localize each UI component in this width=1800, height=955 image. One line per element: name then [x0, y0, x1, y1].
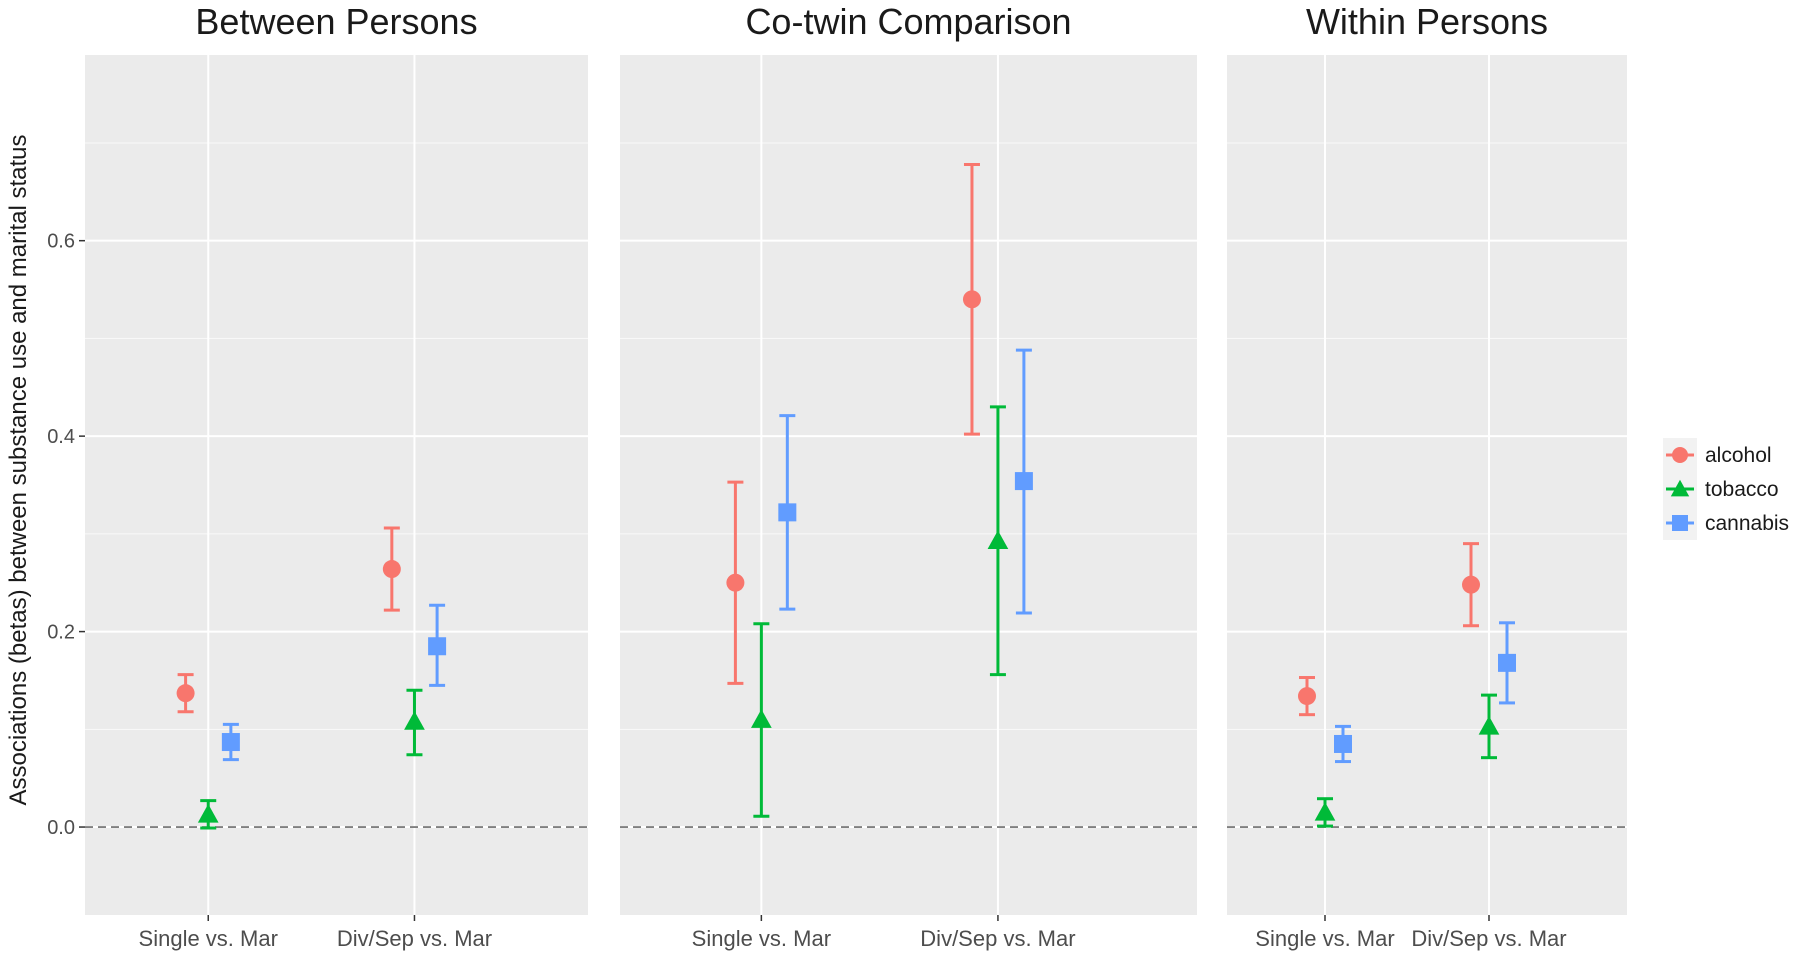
point-range-tobacco: [987, 405, 1009, 677]
point-range-alcohol: [176, 673, 195, 714]
panel-title: Between Persons: [195, 1, 477, 42]
point-range-alcohol: [726, 480, 745, 685]
point-range-cannabis: [1334, 724, 1352, 764]
y-tick-label: 0.2: [47, 622, 75, 644]
legend-entry-cannabis: cannabis: [1663, 506, 1789, 540]
point-tobacco: [404, 711, 425, 730]
legend: alcohol tobacco cannabis: [1663, 438, 1789, 540]
point-range-tobacco: [1314, 797, 1336, 828]
x-tick-label: Single vs. Mar: [692, 926, 831, 951]
point-cannabis: [1334, 734, 1352, 753]
point-range-cannabis: [1498, 621, 1516, 705]
x-tick-label: Single vs. Mar: [1255, 926, 1394, 951]
legend-entry-tobacco: tobacco: [1663, 472, 1779, 506]
point-range-cannabis: [428, 603, 447, 687]
point-range-tobacco: [751, 622, 772, 818]
point-cannabis: [1498, 653, 1516, 672]
legend-marker-alcohol: [1672, 447, 1688, 463]
legend-label: tobacco: [1705, 478, 1779, 501]
panel-background: [1227, 55, 1627, 915]
panel-background: [620, 55, 1197, 915]
point-alcohol: [382, 560, 401, 579]
legend-label: alcohol: [1705, 444, 1772, 467]
panel-title: Within Persons: [1306, 1, 1548, 42]
point-alcohol: [962, 290, 981, 309]
point-alcohol: [1462, 575, 1480, 594]
panel-co-twin-comparison: Co-twin Comparison Single vs. Mar Div/Sep …: [620, 1, 1197, 951]
y-tick-label: 0.0: [47, 817, 75, 839]
point-range-cannabis: [778, 414, 797, 611]
legend-marker-cannabis: [1672, 515, 1688, 531]
point-range-alcohol: [1298, 676, 1316, 717]
point-range-alcohol: [962, 162, 981, 436]
x-tick-label: Div/Sep vs. Mar: [1411, 926, 1566, 951]
point-range-tobacco: [404, 688, 425, 757]
point-tobacco: [751, 709, 772, 728]
panel-title: Co-twin Comparison: [745, 1, 1071, 42]
point-cannabis: [221, 733, 240, 752]
point-tobacco: [1314, 802, 1336, 821]
legend-label: cannabis: [1705, 512, 1789, 535]
x-tick-label: Single vs. Mar: [139, 926, 278, 951]
legend-entry-alcohol: alcohol: [1663, 438, 1772, 472]
y-tick-label: 0.6: [47, 231, 75, 253]
point-cannabis: [1014, 472, 1033, 491]
point-cannabis: [778, 503, 797, 522]
point-tobacco: [987, 530, 1009, 549]
point-range-tobacco: [197, 799, 219, 830]
facet-panels: Between Persons Single vs. Mar Div/Sep vs.…: [47, 1, 1627, 951]
y-tick-label: 0.4: [47, 426, 75, 448]
x-tick-label: Div/Sep vs. Mar: [337, 926, 492, 951]
point-alcohol: [726, 573, 745, 592]
point-tobacco: [1478, 716, 1500, 735]
point-cannabis: [428, 637, 447, 656]
y-axis: 0.0 0.2 0.4 0.6: [47, 231, 85, 839]
point-range-alcohol: [1462, 542, 1480, 628]
point-range-cannabis: [1014, 348, 1033, 615]
point-range-tobacco: [1478, 693, 1500, 760]
point-range-cannabis: [221, 722, 240, 762]
x-tick-label: Div/Sep vs. Mar: [920, 926, 1075, 951]
panel-background: [85, 55, 588, 915]
point-alcohol: [1298, 687, 1316, 706]
legend-marker-tobacco: [1670, 479, 1690, 497]
point-tobacco: [197, 803, 219, 823]
point-range-alcohol: [382, 526, 401, 612]
panel-within-persons: Within Persons Single vs. Mar Div/Sep vs. …: [1227, 1, 1627, 951]
point-alcohol: [176, 684, 195, 703]
panel-between-persons: Between Persons Single vs. Mar Div/Sep vs.…: [85, 1, 588, 951]
y-axis-title: Associations (betas) between substance u…: [5, 134, 32, 805]
